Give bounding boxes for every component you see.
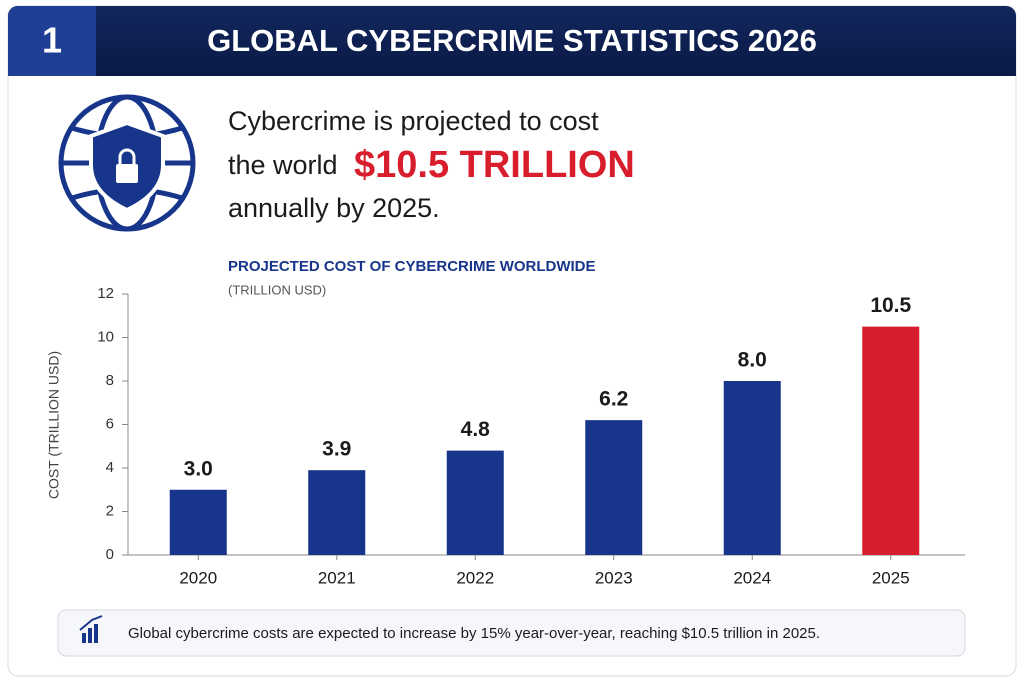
x-tick-label: 2023 [595, 568, 633, 587]
y-tick-label: 10 [97, 328, 114, 345]
value-label: 3.0 [184, 457, 213, 480]
value-label: 3.9 [322, 438, 351, 461]
note-box [57, 609, 966, 657]
y-tick-label: 8 [106, 372, 114, 389]
trend-icon [79, 615, 103, 643]
value-label: 8.0 [738, 349, 767, 372]
y-tick-label: 4 [106, 459, 114, 476]
x-tick-label: 2020 [179, 568, 217, 587]
x-tick-label: 2025 [872, 568, 910, 587]
x-tick-label: 2024 [733, 568, 771, 587]
lock-shackle [118, 148, 136, 164]
x-tick-label: 2022 [456, 568, 494, 587]
intro-line: annually by 2025. [228, 193, 440, 223]
header-bar [8, 6, 1016, 76]
y-tick-label: 0 [106, 546, 114, 563]
bar [308, 470, 366, 555]
y-tick-label: 12 [97, 285, 114, 302]
chart-subtitle: (TRILLION USD) [228, 282, 326, 297]
bar [862, 326, 920, 555]
y-tick-label: 6 [106, 415, 114, 432]
y-axis-label: COST (TRILLION USD) [46, 351, 62, 499]
value-label: 4.8 [461, 418, 491, 441]
intro-line: the world [228, 150, 338, 180]
lock-body [116, 164, 138, 183]
header-number: 1 [42, 20, 62, 61]
number-box [8, 6, 96, 76]
bar [723, 381, 781, 555]
bar [169, 489, 227, 555]
globe-icon [58, 94, 196, 232]
note-text: Global cybercrime costs are expected to … [128, 625, 820, 642]
y-tick-label: 2 [106, 502, 114, 519]
chart-title: PROJECTED COST OF CYBERCRIME WORLDWIDE [228, 258, 596, 275]
intro-line: Cybercrime is projected to cost [228, 106, 599, 136]
intro-highlight: $10.5 TRILLION [354, 144, 635, 186]
bar [585, 420, 643, 555]
header-title: GLOBAL CYBERCRIME STATISTICS 2026 [207, 23, 817, 58]
value-label: 10.5 [870, 294, 911, 317]
value-label: 6.2 [599, 388, 628, 411]
x-tick-label: 2021 [318, 568, 356, 587]
bar [446, 450, 504, 555]
